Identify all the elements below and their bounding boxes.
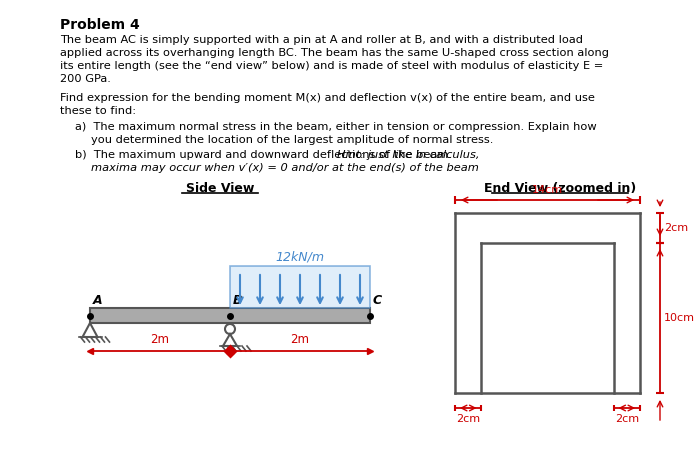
Text: 2cm: 2cm	[615, 414, 639, 424]
Text: 200 GPa.: 200 GPa.	[60, 74, 111, 84]
Text: Find expression for the bending moment M(x) and deflection v(x) of the entire be: Find expression for the bending moment M…	[60, 93, 595, 103]
Text: Hint: just like in calculus,: Hint: just like in calculus,	[337, 150, 480, 160]
Text: End View (zoomed in): End View (zoomed in)	[484, 182, 636, 195]
Text: Problem 4: Problem 4	[60, 18, 140, 32]
Text: a)  The maximum normal stress in the beam, either in tension or compression. Exp: a) The maximum normal stress in the beam…	[75, 122, 596, 132]
Text: 2cm: 2cm	[456, 414, 480, 424]
Text: A: A	[93, 294, 103, 307]
Text: these to find:: these to find:	[60, 106, 136, 116]
Text: 12kN/m: 12kN/m	[276, 250, 325, 263]
Text: 2m: 2m	[150, 333, 169, 346]
Text: 10cm: 10cm	[664, 313, 695, 323]
Text: you determined the location of the largest amplitude of normal stress.: you determined the location of the large…	[91, 135, 493, 145]
Text: maxima may occur when v′(x) = 0 and/or at the end(s) of the beam: maxima may occur when v′(x) = 0 and/or a…	[91, 163, 479, 173]
Text: Side View: Side View	[186, 182, 254, 195]
Text: B: B	[233, 294, 242, 307]
Bar	[230, 266, 370, 308]
Text: applied across its overhanging length BC. The beam has the same U-shaped cross s: applied across its overhanging length BC…	[60, 48, 609, 58]
Text: 2cm: 2cm	[664, 223, 688, 233]
Text: The beam AC is simply supported with a pin at A and roller at B, and with a dist: The beam AC is simply supported with a p…	[60, 35, 583, 45]
Bar	[90, 308, 370, 323]
Text: 14cm: 14cm	[532, 185, 563, 195]
Text: b)  The maximum upward and downward deflections of the beam.: b) The maximum upward and downward defle…	[75, 150, 456, 160]
Text: its entire length (see the “end view” below) and is made of steel with modulus o: its entire length (see the “end view” be…	[60, 61, 603, 71]
Text: C: C	[373, 294, 382, 307]
Text: 2m: 2m	[290, 333, 309, 346]
